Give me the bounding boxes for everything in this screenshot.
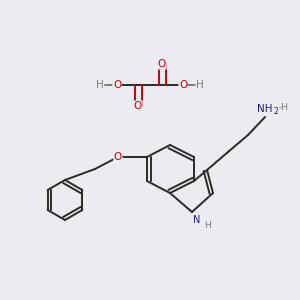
Text: O: O [158, 59, 166, 69]
Text: O: O [113, 80, 121, 90]
Text: 2: 2 [274, 107, 279, 116]
Text: O: O [114, 152, 122, 162]
Text: NH: NH [257, 104, 273, 114]
Text: H: H [196, 80, 204, 90]
Text: O: O [179, 80, 187, 90]
Text: O: O [134, 101, 142, 111]
Text: H: H [204, 221, 211, 230]
Text: N: N [193, 215, 201, 225]
Text: H: H [96, 80, 104, 90]
Text: -H: -H [279, 103, 289, 112]
